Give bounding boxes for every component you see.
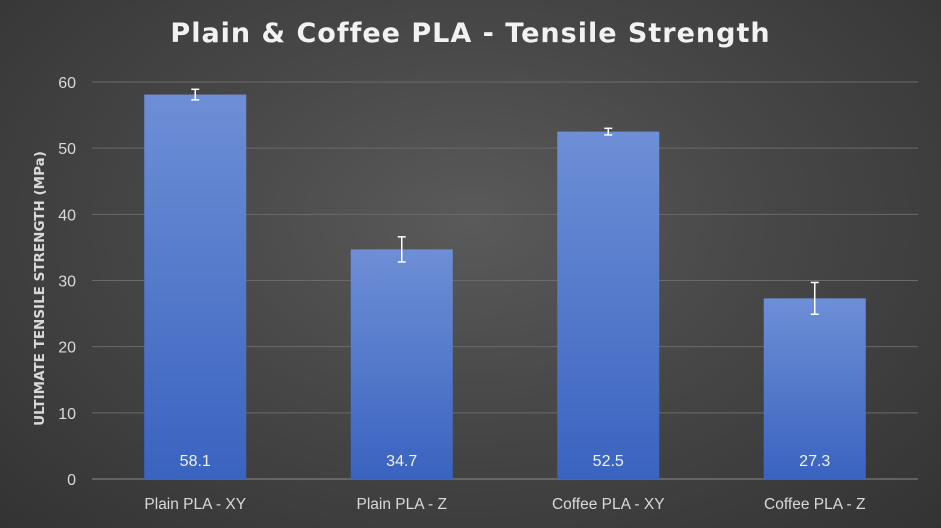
- bar: [350, 249, 453, 479]
- data-labels: 58.1 34.7 52.5 27.3: [180, 453, 831, 470]
- x-axis-ticks: Plain PLA - XY Plain PLA - Z Coffee PLA - …: [144, 496, 865, 513]
- chart-title: Plain & Coffee PLA - Tensile Strength: [170, 18, 771, 49]
- y-axis-label: ULTIMATE TENSILE STRENGTH (MPa): [32, 151, 48, 426]
- bars: [144, 94, 866, 480]
- data-label: 34.7: [386, 453, 417, 470]
- y-tick-label: 40: [58, 207, 76, 224]
- x-tick-label: Plain PLA - Z: [357, 496, 447, 513]
- bar: [763, 298, 866, 479]
- data-label: 27.3: [799, 453, 830, 470]
- error-bars: [191, 88, 819, 315]
- y-tick-label: 0: [67, 472, 76, 489]
- data-label: 58.1: [180, 453, 211, 470]
- data-label: 52.5: [593, 453, 624, 470]
- y-tick-label: 20: [58, 340, 76, 357]
- x-tick-label: Plain PLA - XY: [144, 496, 246, 513]
- bar: [144, 94, 247, 480]
- y-tick-label: 50: [58, 141, 76, 158]
- y-tick-label: 60: [58, 75, 76, 92]
- bar: [557, 131, 660, 479]
- y-axis-ticks: 0 10 20 30 40 50 60: [58, 75, 76, 489]
- y-tick-label: 10: [58, 406, 76, 423]
- x-tick-label: Coffee PLA - Z: [764, 496, 865, 513]
- y-tick-label: 30: [58, 274, 76, 291]
- x-tick-label: Coffee PLA - XY: [552, 496, 665, 513]
